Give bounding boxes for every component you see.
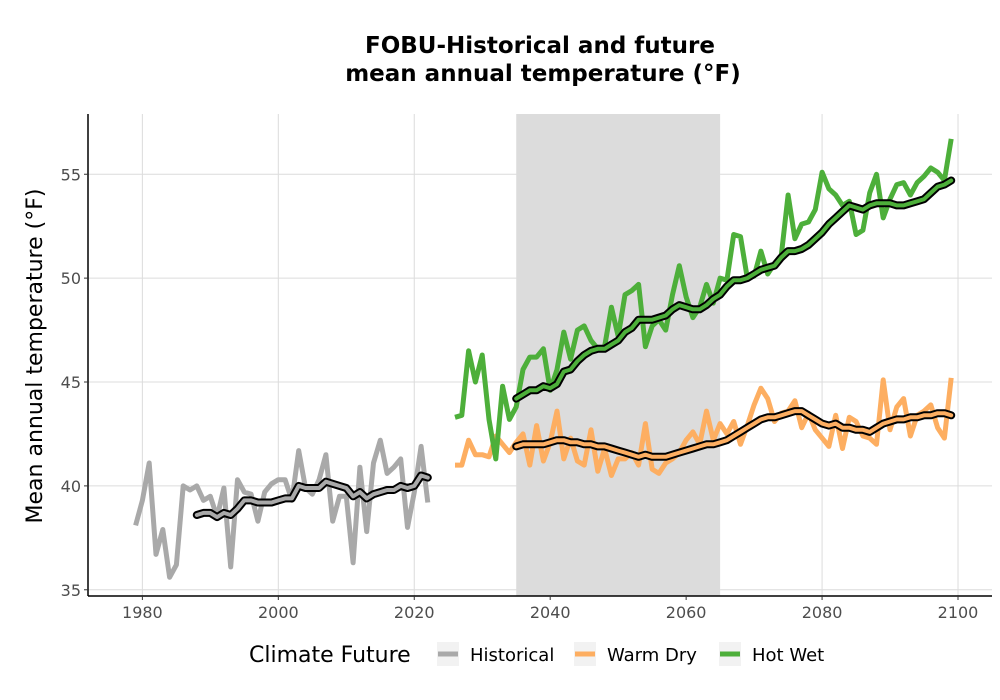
legend-label-warm-dry: Warm Dry [607, 645, 697, 666]
series-hot-wet-10-yr-average [514, 178, 954, 401]
legend-title: Climate Future [249, 643, 411, 668]
y-tick-label: 45 [61, 373, 81, 392]
x-tick-label: 2060 [666, 603, 707, 622]
y-tick-label: 50 [61, 269, 81, 288]
x-tick-label: 2000 [258, 603, 299, 622]
x-tick-label: 2040 [530, 603, 571, 622]
series-historical [133, 437, 431, 580]
series-warm-dry-10-yr-average [514, 409, 954, 459]
y-tick-label: 40 [61, 477, 81, 496]
y-axis-title: Mean annual temperature (°F) [23, 189, 48, 524]
x-tick-label: 2080 [802, 603, 843, 622]
legend-label-historical: Historical [470, 645, 554, 666]
tick-labels: 1980 2000 2020 2040 2060 2080 2100 35 40 45 50 55 [61, 165, 979, 622]
x-tick-label: 2100 [938, 603, 979, 622]
series-lines [133, 138, 956, 580]
legend: Climate Future Historical Warm Dry Hot Wet [249, 642, 824, 668]
x-tick-label: 2020 [394, 603, 435, 622]
chart-title-line-2: mean annual temperature (°F) [345, 61, 741, 87]
axes [87, 114, 992, 597]
y-tick-label: 35 [61, 581, 81, 600]
series-historical-10-yr-average [194, 473, 430, 520]
chart-title-line-1: FOBU-Historical and future [365, 33, 715, 59]
series-warm-dry [455, 377, 954, 478]
legend-label-hot-wet: Hot Wet [752, 645, 824, 666]
series-hot-wet [454, 138, 954, 462]
y-tick-label: 55 [61, 165, 81, 184]
x-tick-label: 1980 [122, 603, 163, 622]
